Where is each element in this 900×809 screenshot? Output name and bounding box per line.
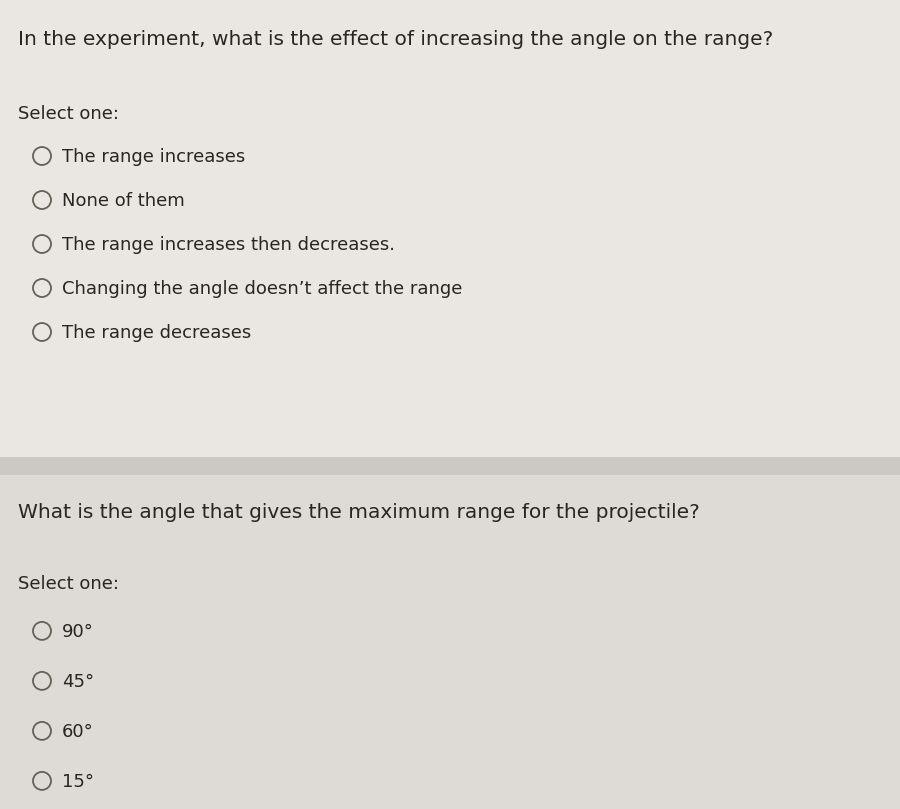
- Bar: [0, 475, 900, 809]
- Text: Select one:: Select one:: [18, 105, 119, 123]
- Text: 45°: 45°: [62, 673, 94, 691]
- Text: What is the angle that gives the maximum range for the projectile?: What is the angle that gives the maximum…: [18, 503, 700, 522]
- Bar: [0, 0, 900, 457]
- Text: Select one:: Select one:: [18, 575, 119, 593]
- Text: The range increases: The range increases: [62, 148, 245, 166]
- Text: None of them: None of them: [62, 192, 184, 210]
- Text: Changing the angle doesn’t affect the range: Changing the angle doesn’t affect the ra…: [62, 280, 463, 298]
- Text: 15°: 15°: [62, 773, 94, 791]
- Text: 90°: 90°: [62, 623, 94, 641]
- Text: 60°: 60°: [62, 723, 94, 741]
- Text: The range decreases: The range decreases: [62, 324, 251, 342]
- Text: In the experiment, what is the effect of increasing the angle on the range?: In the experiment, what is the effect of…: [18, 30, 773, 49]
- Bar: [0, 457, 900, 475]
- Text: The range increases then decreases.: The range increases then decreases.: [62, 236, 395, 254]
